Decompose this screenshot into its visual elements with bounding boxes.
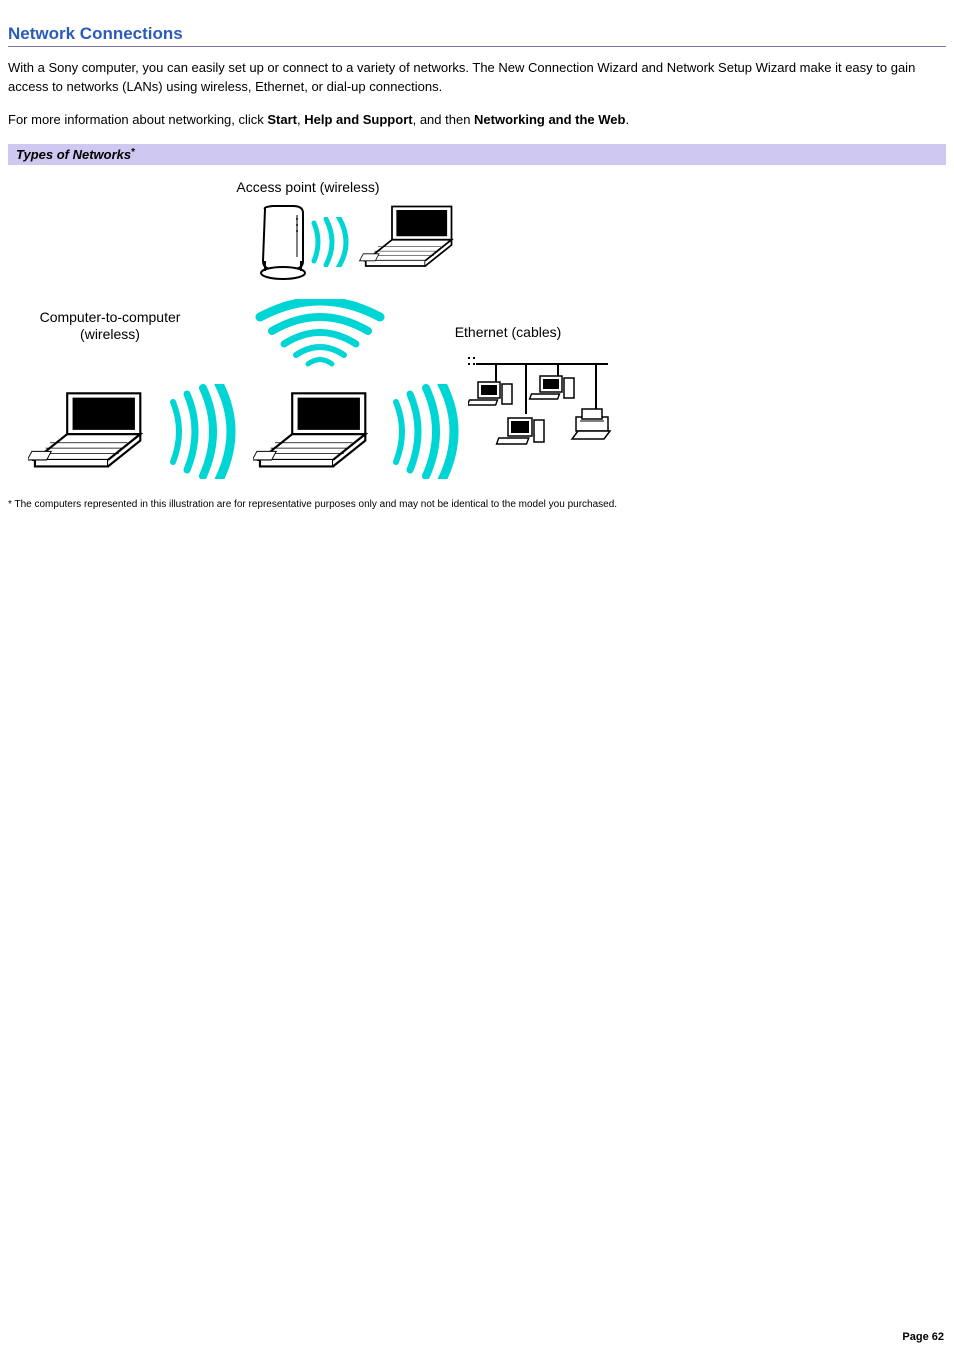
more-info-paragraph: For more information about networking, c… bbox=[8, 111, 946, 130]
more-info-sep2: , and then bbox=[413, 112, 474, 127]
arcs-left-icon bbox=[163, 384, 243, 479]
arcs-right-icon bbox=[386, 384, 466, 479]
ethernet-diagram-icon bbox=[468, 354, 618, 474]
page-title: Network Connections bbox=[8, 24, 946, 44]
label-c2c-line1: Computer-to-computer bbox=[40, 309, 181, 325]
more-info-net: Networking and the Web bbox=[474, 112, 625, 127]
label-ethernet: Ethernet (cables) bbox=[428, 324, 588, 342]
intro-paragraph: With a Sony computer, you can easily set… bbox=[8, 59, 946, 97]
laptop-top-icon bbox=[358, 203, 468, 273]
router-waves-icon bbox=[308, 217, 356, 267]
label-c2c: Computer-to-computer (wireless) bbox=[20, 309, 200, 344]
document-page: Network Connections With a Sony computer… bbox=[0, 0, 954, 1351]
wifi-fan-icon bbox=[250, 299, 390, 369]
more-info-suffix: . bbox=[625, 112, 629, 127]
more-info-help: Help and Support bbox=[304, 112, 412, 127]
section-header-text: Types of Networks bbox=[16, 147, 131, 162]
laptop-center-icon bbox=[253, 389, 383, 475]
router-icon bbox=[253, 203, 308, 283]
page-number: Page 62 bbox=[902, 1331, 944, 1343]
networks-illustration: Access point (wireless) bbox=[8, 169, 628, 489]
more-info-prefix: For more information about networking, c… bbox=[8, 112, 267, 127]
title-rule bbox=[8, 46, 946, 47]
section-header: Types of Networks* bbox=[8, 144, 946, 165]
label-access-point: Access point (wireless) bbox=[208, 179, 408, 197]
more-info-start: Start bbox=[267, 112, 297, 127]
laptop-left-icon bbox=[28, 389, 158, 475]
footnote: * The computers represented in this illu… bbox=[8, 499, 946, 510]
section-header-marker: * bbox=[131, 147, 135, 158]
label-c2c-line2: (wireless) bbox=[80, 326, 140, 342]
